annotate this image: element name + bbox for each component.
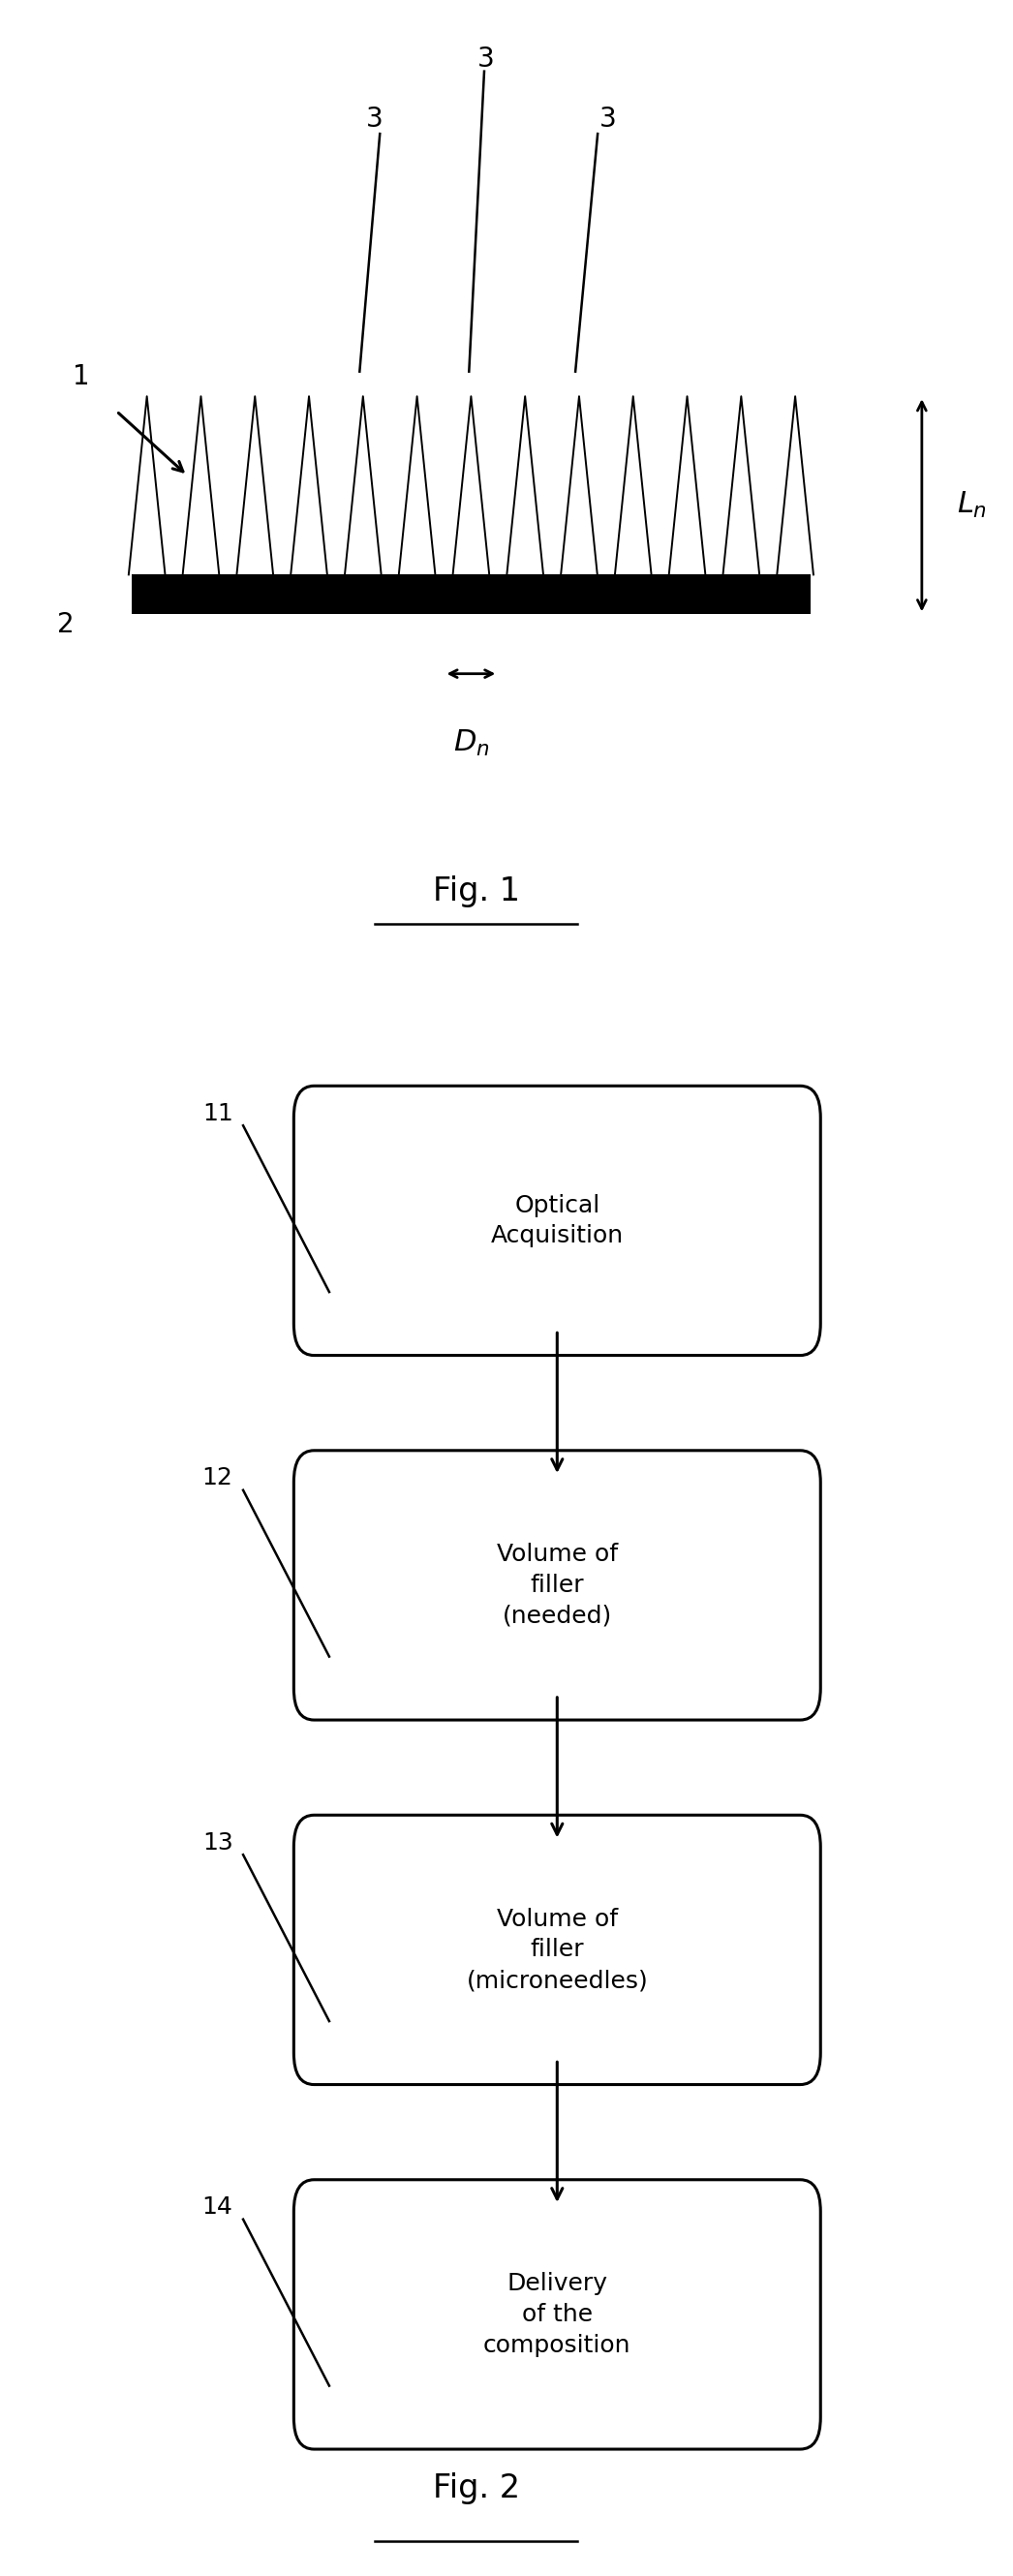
- Text: 3: 3: [478, 46, 494, 72]
- Text: Volume of
filler
(microneedles): Volume of filler (microneedles): [466, 1909, 648, 1991]
- Text: 2: 2: [58, 611, 74, 639]
- Text: Optical
Acquisition: Optical Acquisition: [490, 1193, 624, 1247]
- Text: 12: 12: [203, 1466, 233, 1489]
- Text: 14: 14: [203, 2195, 233, 2218]
- Text: Delivery
of the
composition: Delivery of the composition: [483, 2272, 631, 2357]
- Text: Volume of
filler
(needed): Volume of filler (needed): [496, 1543, 618, 1628]
- FancyBboxPatch shape: [294, 1816, 821, 2084]
- Text: $D_n$: $D_n$: [453, 729, 489, 757]
- Text: 1: 1: [73, 363, 89, 389]
- Text: 13: 13: [203, 1832, 233, 1855]
- FancyBboxPatch shape: [294, 1087, 821, 1355]
- Text: $L_n$: $L_n$: [957, 489, 988, 520]
- FancyBboxPatch shape: [294, 2179, 821, 2450]
- Text: 11: 11: [203, 1103, 233, 1126]
- Text: Fig. 1: Fig. 1: [433, 876, 520, 907]
- FancyBboxPatch shape: [294, 1450, 821, 1721]
- Text: 3: 3: [367, 106, 383, 131]
- Bar: [132, 574, 810, 613]
- Text: 3: 3: [600, 106, 616, 131]
- Text: Fig. 2: Fig. 2: [433, 2473, 520, 2504]
